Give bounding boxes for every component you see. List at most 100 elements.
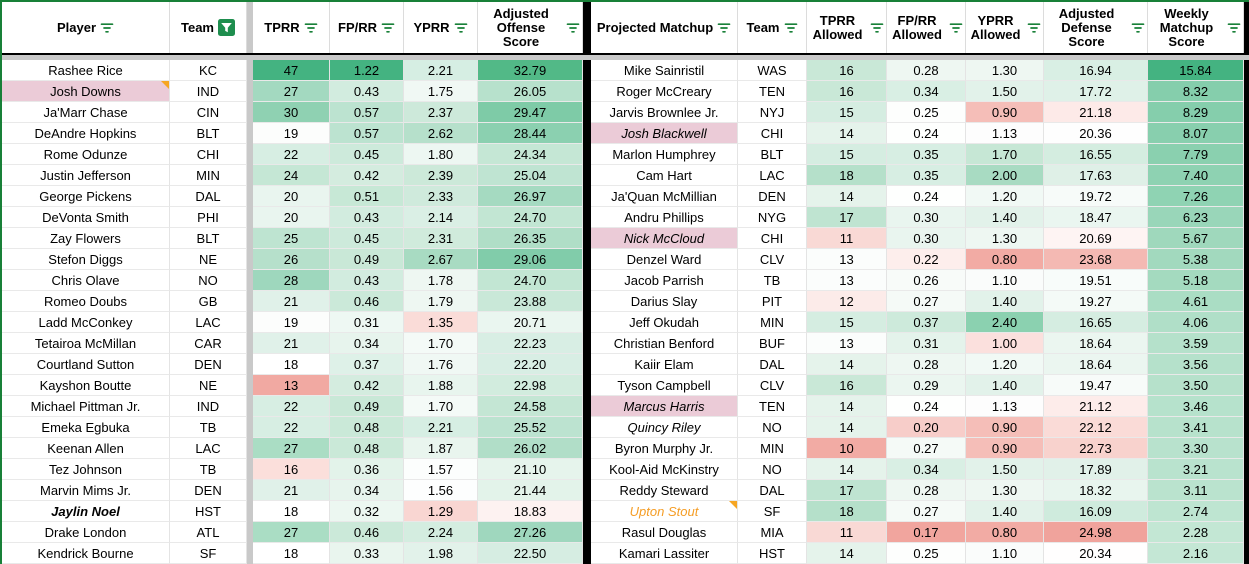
- fp-rr-allowed-cell[interactable]: 0.24: [887, 396, 966, 417]
- matchup-team-cell[interactable]: NYG: [738, 207, 807, 228]
- matchup-team-cell[interactable]: BUF: [738, 333, 807, 354]
- tprr-allowed-cell[interactable]: 14: [807, 186, 887, 207]
- weekly-matchup-score-cell[interactable]: 8.32: [1148, 81, 1244, 102]
- matchup-team-cell[interactable]: TEN: [738, 396, 807, 417]
- fp-rr-allowed-cell[interactable]: 0.34: [887, 81, 966, 102]
- tprr-allowed-cell[interactable]: 15: [807, 312, 887, 333]
- matchup-cell[interactable]: Denzel Ward: [591, 249, 738, 270]
- filter-icon[interactable]: [784, 22, 798, 34]
- player-cell[interactable]: Keenan Allen: [2, 438, 170, 459]
- adjusted-defense-score-cell[interactable]: 21.12: [1044, 396, 1148, 417]
- tprr-allowed-cell[interactable]: 14: [807, 459, 887, 480]
- tprr-cell[interactable]: 47: [253, 60, 330, 81]
- yprr-cell[interactable]: 1.75: [404, 81, 478, 102]
- fp-rr-cell[interactable]: 1.22: [330, 60, 404, 81]
- filter-icon[interactable]: [1131, 22, 1145, 34]
- tprr-allowed-cell[interactable]: 14: [807, 417, 887, 438]
- matchup-cell[interactable]: Christian Benford: [591, 333, 738, 354]
- fp-rr-allowed-cell[interactable]: 0.28: [887, 60, 966, 81]
- yprr-allowed-cell[interactable]: 0.90: [966, 102, 1044, 123]
- adjusted-defense-score-cell[interactable]: 20.34: [1044, 543, 1148, 564]
- tprr-allowed-cell[interactable]: 14: [807, 396, 887, 417]
- matchup-team-cell[interactable]: HST: [738, 543, 807, 564]
- adjusted-defense-score-cell[interactable]: 16.94: [1044, 60, 1148, 81]
- fp-rr-cell[interactable]: 0.49: [330, 249, 404, 270]
- fp-rr-cell[interactable]: 0.34: [330, 480, 404, 501]
- tprr-cell[interactable]: 21: [253, 480, 330, 501]
- tprr-cell[interactable]: 18: [253, 501, 330, 522]
- yprr-allowed-cell[interactable]: 1.50: [966, 459, 1044, 480]
- filter-icon[interactable]: [949, 22, 963, 34]
- player-cell[interactable]: DeAndre Hopkins: [2, 123, 170, 144]
- tprr-allowed-cell[interactable]: 13: [807, 249, 887, 270]
- adjusted-defense-score-cell[interactable]: 19.47: [1044, 375, 1148, 396]
- tprr-allowed-cell[interactable]: 12: [807, 291, 887, 312]
- yprr-cell[interactable]: 2.21: [404, 417, 478, 438]
- adjusted-offense-score-cell[interactable]: 25.04: [478, 165, 583, 186]
- matchup-team-cell[interactable]: MIN: [738, 312, 807, 333]
- filter-icon[interactable]: [1227, 22, 1241, 34]
- adjusted-offense-score-cell[interactable]: 22.20: [478, 354, 583, 375]
- team-cell[interactable]: CAR: [170, 333, 247, 354]
- tprr-cell[interactable]: 25: [253, 228, 330, 249]
- tprr-cell[interactable]: 21: [253, 333, 330, 354]
- team-cell[interactable]: DAL: [170, 186, 247, 207]
- matchup-team-cell[interactable]: WAS: [738, 60, 807, 81]
- matchup-cell[interactable]: Marlon Humphrey: [591, 144, 738, 165]
- fp-rr-cell[interactable]: 0.43: [330, 81, 404, 102]
- fp-rr-allowed-cell[interactable]: 0.30: [887, 207, 966, 228]
- matchup-team-cell[interactable]: TEN: [738, 81, 807, 102]
- player-cell[interactable]: Kendrick Bourne: [2, 543, 170, 564]
- team-cell[interactable]: NE: [170, 375, 247, 396]
- player-cell[interactable]: Justin Jefferson: [2, 165, 170, 186]
- adjusted-offense-score-cell[interactable]: 20.71: [478, 312, 583, 333]
- player-cell[interactable]: George Pickens: [2, 186, 170, 207]
- tprr-cell[interactable]: 26: [253, 249, 330, 270]
- adjusted-defense-score-cell[interactable]: 16.09: [1044, 501, 1148, 522]
- fp-rr-cell[interactable]: 0.43: [330, 207, 404, 228]
- yprr-allowed-cell[interactable]: 0.90: [966, 438, 1044, 459]
- weekly-matchup-score-cell[interactable]: 2.28: [1148, 522, 1244, 543]
- matchup-cell[interactable]: Tyson Campbell: [591, 375, 738, 396]
- fp-rr-allowed-cell[interactable]: 0.27: [887, 501, 966, 522]
- tprr-cell[interactable]: 27: [253, 81, 330, 102]
- tprr-allowed-cell[interactable]: 15: [807, 102, 887, 123]
- tprr-allowed-cell[interactable]: 18: [807, 501, 887, 522]
- tprr-cell[interactable]: 27: [253, 522, 330, 543]
- fp-rr-allowed-cell[interactable]: 0.31: [887, 333, 966, 354]
- matchup-team-cell[interactable]: MIA: [738, 522, 807, 543]
- player-cell[interactable]: Tez Johnson: [2, 459, 170, 480]
- matchup-cell[interactable]: Quincy Riley: [591, 417, 738, 438]
- filter-icon[interactable]: [1027, 22, 1041, 34]
- fp-rr-cell[interactable]: 0.49: [330, 396, 404, 417]
- column-header-yprr-left[interactable]: YPRR: [404, 2, 478, 53]
- yprr-cell[interactable]: 2.62: [404, 123, 478, 144]
- matchup-cell[interactable]: Marcus Harris: [591, 396, 738, 417]
- weekly-matchup-score-cell[interactable]: 7.79: [1148, 144, 1244, 165]
- matchup-cell[interactable]: Byron Murphy Jr.: [591, 438, 738, 459]
- player-cell[interactable]: Tetairoa McMillan: [2, 333, 170, 354]
- fp-rr-cell[interactable]: 0.45: [330, 228, 404, 249]
- yprr-allowed-cell[interactable]: 1.13: [966, 123, 1044, 144]
- adjusted-offense-score-cell[interactable]: 21.10: [478, 459, 583, 480]
- team-cell[interactable]: GB: [170, 291, 247, 312]
- adjusted-offense-score-cell[interactable]: 21.44: [478, 480, 583, 501]
- player-cell[interactable]: Zay Flowers: [2, 228, 170, 249]
- yprr-allowed-cell[interactable]: 1.40: [966, 375, 1044, 396]
- tprr-allowed-cell[interactable]: 14: [807, 354, 887, 375]
- yprr-allowed-cell[interactable]: 1.70: [966, 144, 1044, 165]
- adjusted-offense-score-cell[interactable]: 24.58: [478, 396, 583, 417]
- yprr-allowed-cell[interactable]: 1.30: [966, 60, 1044, 81]
- tprr-cell[interactable]: 30: [253, 102, 330, 123]
- team-cell[interactable]: BLT: [170, 228, 247, 249]
- adjusted-offense-score-cell[interactable]: 26.02: [478, 438, 583, 459]
- tprr-allowed-cell[interactable]: 11: [807, 522, 887, 543]
- team-cell[interactable]: SF: [170, 543, 247, 564]
- fp-rr-cell[interactable]: 0.34: [330, 333, 404, 354]
- yprr-cell[interactable]: 2.33: [404, 186, 478, 207]
- weekly-matchup-score-cell[interactable]: 3.41: [1148, 417, 1244, 438]
- adjusted-defense-score-cell[interactable]: 17.63: [1044, 165, 1148, 186]
- matchup-team-cell[interactable]: CHI: [738, 123, 807, 144]
- fp-rr-cell[interactable]: 0.42: [330, 165, 404, 186]
- column-header-player-left[interactable]: Player: [2, 2, 170, 53]
